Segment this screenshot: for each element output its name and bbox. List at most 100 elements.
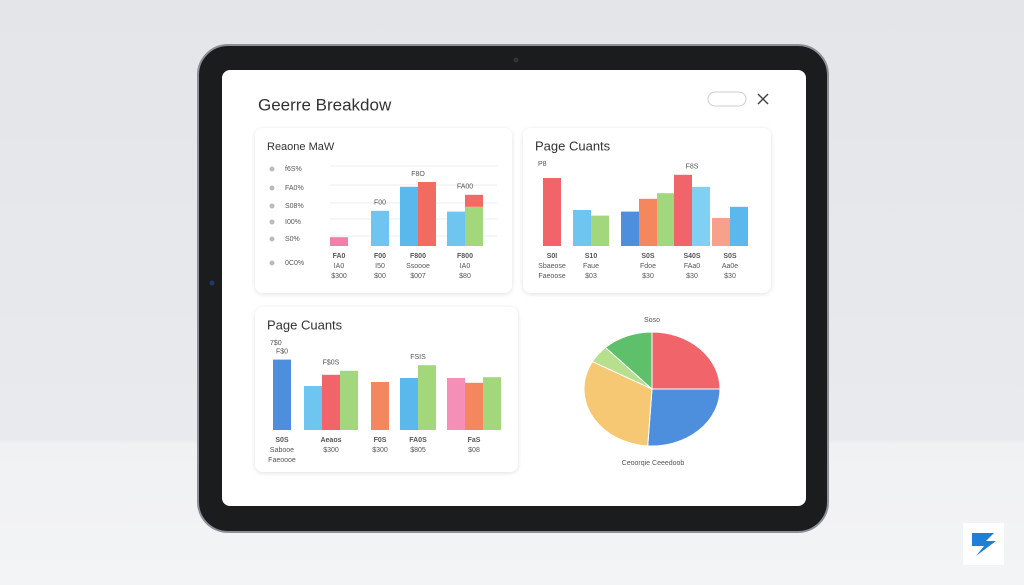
pie-slice	[604, 331, 653, 391]
category-label: F0S	[374, 437, 387, 444]
category-label: Sabooe	[270, 447, 294, 454]
bar-top-label: FSIS	[410, 354, 426, 361]
category-label: $007	[410, 273, 426, 280]
category-label: FAa0	[684, 263, 700, 270]
category-label: $300	[323, 447, 339, 454]
panel-title: Reaone MaW	[267, 141, 335, 153]
bar	[418, 365, 436, 430]
legend-dot	[269, 166, 275, 172]
category-label: Faeoooe	[268, 457, 296, 464]
category-label: $30	[724, 273, 736, 280]
pie-slice	[651, 331, 721, 390]
bar-top-label: F$0	[276, 348, 288, 355]
page-title: Geerre Breakdow	[258, 95, 392, 114]
category-label: Faeoose	[538, 273, 565, 280]
category-label: $300	[372, 447, 388, 454]
bar	[371, 382, 389, 430]
bar-top-label: F$0S	[323, 360, 340, 367]
category-label: S40S	[683, 253, 700, 260]
category-label: $80	[459, 273, 471, 280]
category-label: F800	[457, 253, 473, 260]
bar	[692, 186, 710, 246]
category-label: Aa0e	[722, 263, 738, 270]
bar	[418, 182, 436, 246]
panel	[255, 128, 512, 293]
pie-slice	[647, 388, 721, 447]
legend-dot	[269, 236, 275, 242]
bar	[447, 211, 465, 246]
panel-note: P8	[538, 161, 547, 168]
bar-top-label: F8O	[411, 171, 425, 178]
bar	[483, 377, 501, 430]
category-label: S10	[585, 253, 598, 260]
bar	[322, 374, 340, 430]
category-label: FaS	[468, 437, 481, 444]
category-label: IA0	[334, 263, 345, 270]
category-label: I50	[375, 263, 385, 270]
bar	[639, 198, 657, 246]
close-button[interactable]	[757, 93, 769, 105]
category-label: FA0S	[409, 437, 427, 444]
pill-button[interactable]	[707, 91, 747, 107]
category-label: $805	[410, 447, 426, 454]
bar	[621, 211, 639, 246]
axis-label: I00%	[285, 219, 301, 226]
bar	[330, 237, 348, 246]
category-label: Fdoe	[640, 263, 656, 270]
legend-dot	[269, 185, 275, 191]
axis-label: FA0%	[285, 185, 304, 192]
category-label: $00	[374, 273, 386, 280]
category-label: S0I	[547, 253, 558, 260]
axis-label: S0%	[285, 236, 300, 243]
bar	[340, 370, 358, 430]
category-label: FA0	[333, 253, 346, 260]
category-label: Faue	[583, 263, 599, 270]
panel-title: Page Cuants	[267, 317, 343, 332]
bar	[674, 174, 692, 246]
bar-top-label: FA00	[457, 184, 473, 191]
category-label: $03	[585, 273, 597, 280]
legend-dot	[269, 203, 275, 209]
bar	[273, 359, 291, 430]
bar-segment	[465, 206, 483, 246]
axis-label: 0C0%	[285, 260, 304, 267]
category-label: $08	[468, 447, 480, 454]
category-label: S0S	[275, 437, 289, 444]
pie-caption: Ceoorqie Ceeedoob	[622, 460, 685, 467]
bar	[304, 386, 322, 430]
category-label: $300	[331, 273, 347, 280]
logo	[972, 533, 996, 556]
category-label: $30	[642, 273, 654, 280]
bar	[371, 210, 389, 246]
category-label: S0S	[723, 253, 737, 260]
pie-title: Soso	[644, 317, 660, 324]
bar	[657, 193, 675, 246]
legend-dot	[269, 260, 275, 266]
axis-label: f6S%	[285, 166, 302, 173]
panel-note: 7$0	[270, 340, 282, 347]
pie-slice	[583, 360, 653, 447]
bar	[543, 178, 561, 246]
bar	[573, 210, 591, 246]
bar	[712, 218, 730, 246]
bar	[400, 186, 418, 246]
axis-label: S08%	[285, 203, 304, 210]
bar-top-label: F8S	[686, 164, 699, 171]
camera	[513, 57, 519, 63]
category-label: F00	[374, 253, 386, 260]
side-sensor	[209, 280, 215, 286]
category-label: IA0	[460, 263, 471, 270]
category-label: F800	[410, 253, 426, 260]
category-label: S0S	[641, 253, 655, 260]
category-label: $30	[686, 273, 698, 280]
close-stroke	[757, 93, 769, 105]
bar	[730, 206, 748, 246]
bar	[447, 378, 465, 430]
category-label: Ssoooe	[406, 263, 430, 270]
panel-title: Page Cuants	[535, 138, 611, 153]
bar	[400, 378, 418, 430]
category-label: Aeaos	[320, 437, 341, 444]
bar-segment	[465, 194, 483, 207]
